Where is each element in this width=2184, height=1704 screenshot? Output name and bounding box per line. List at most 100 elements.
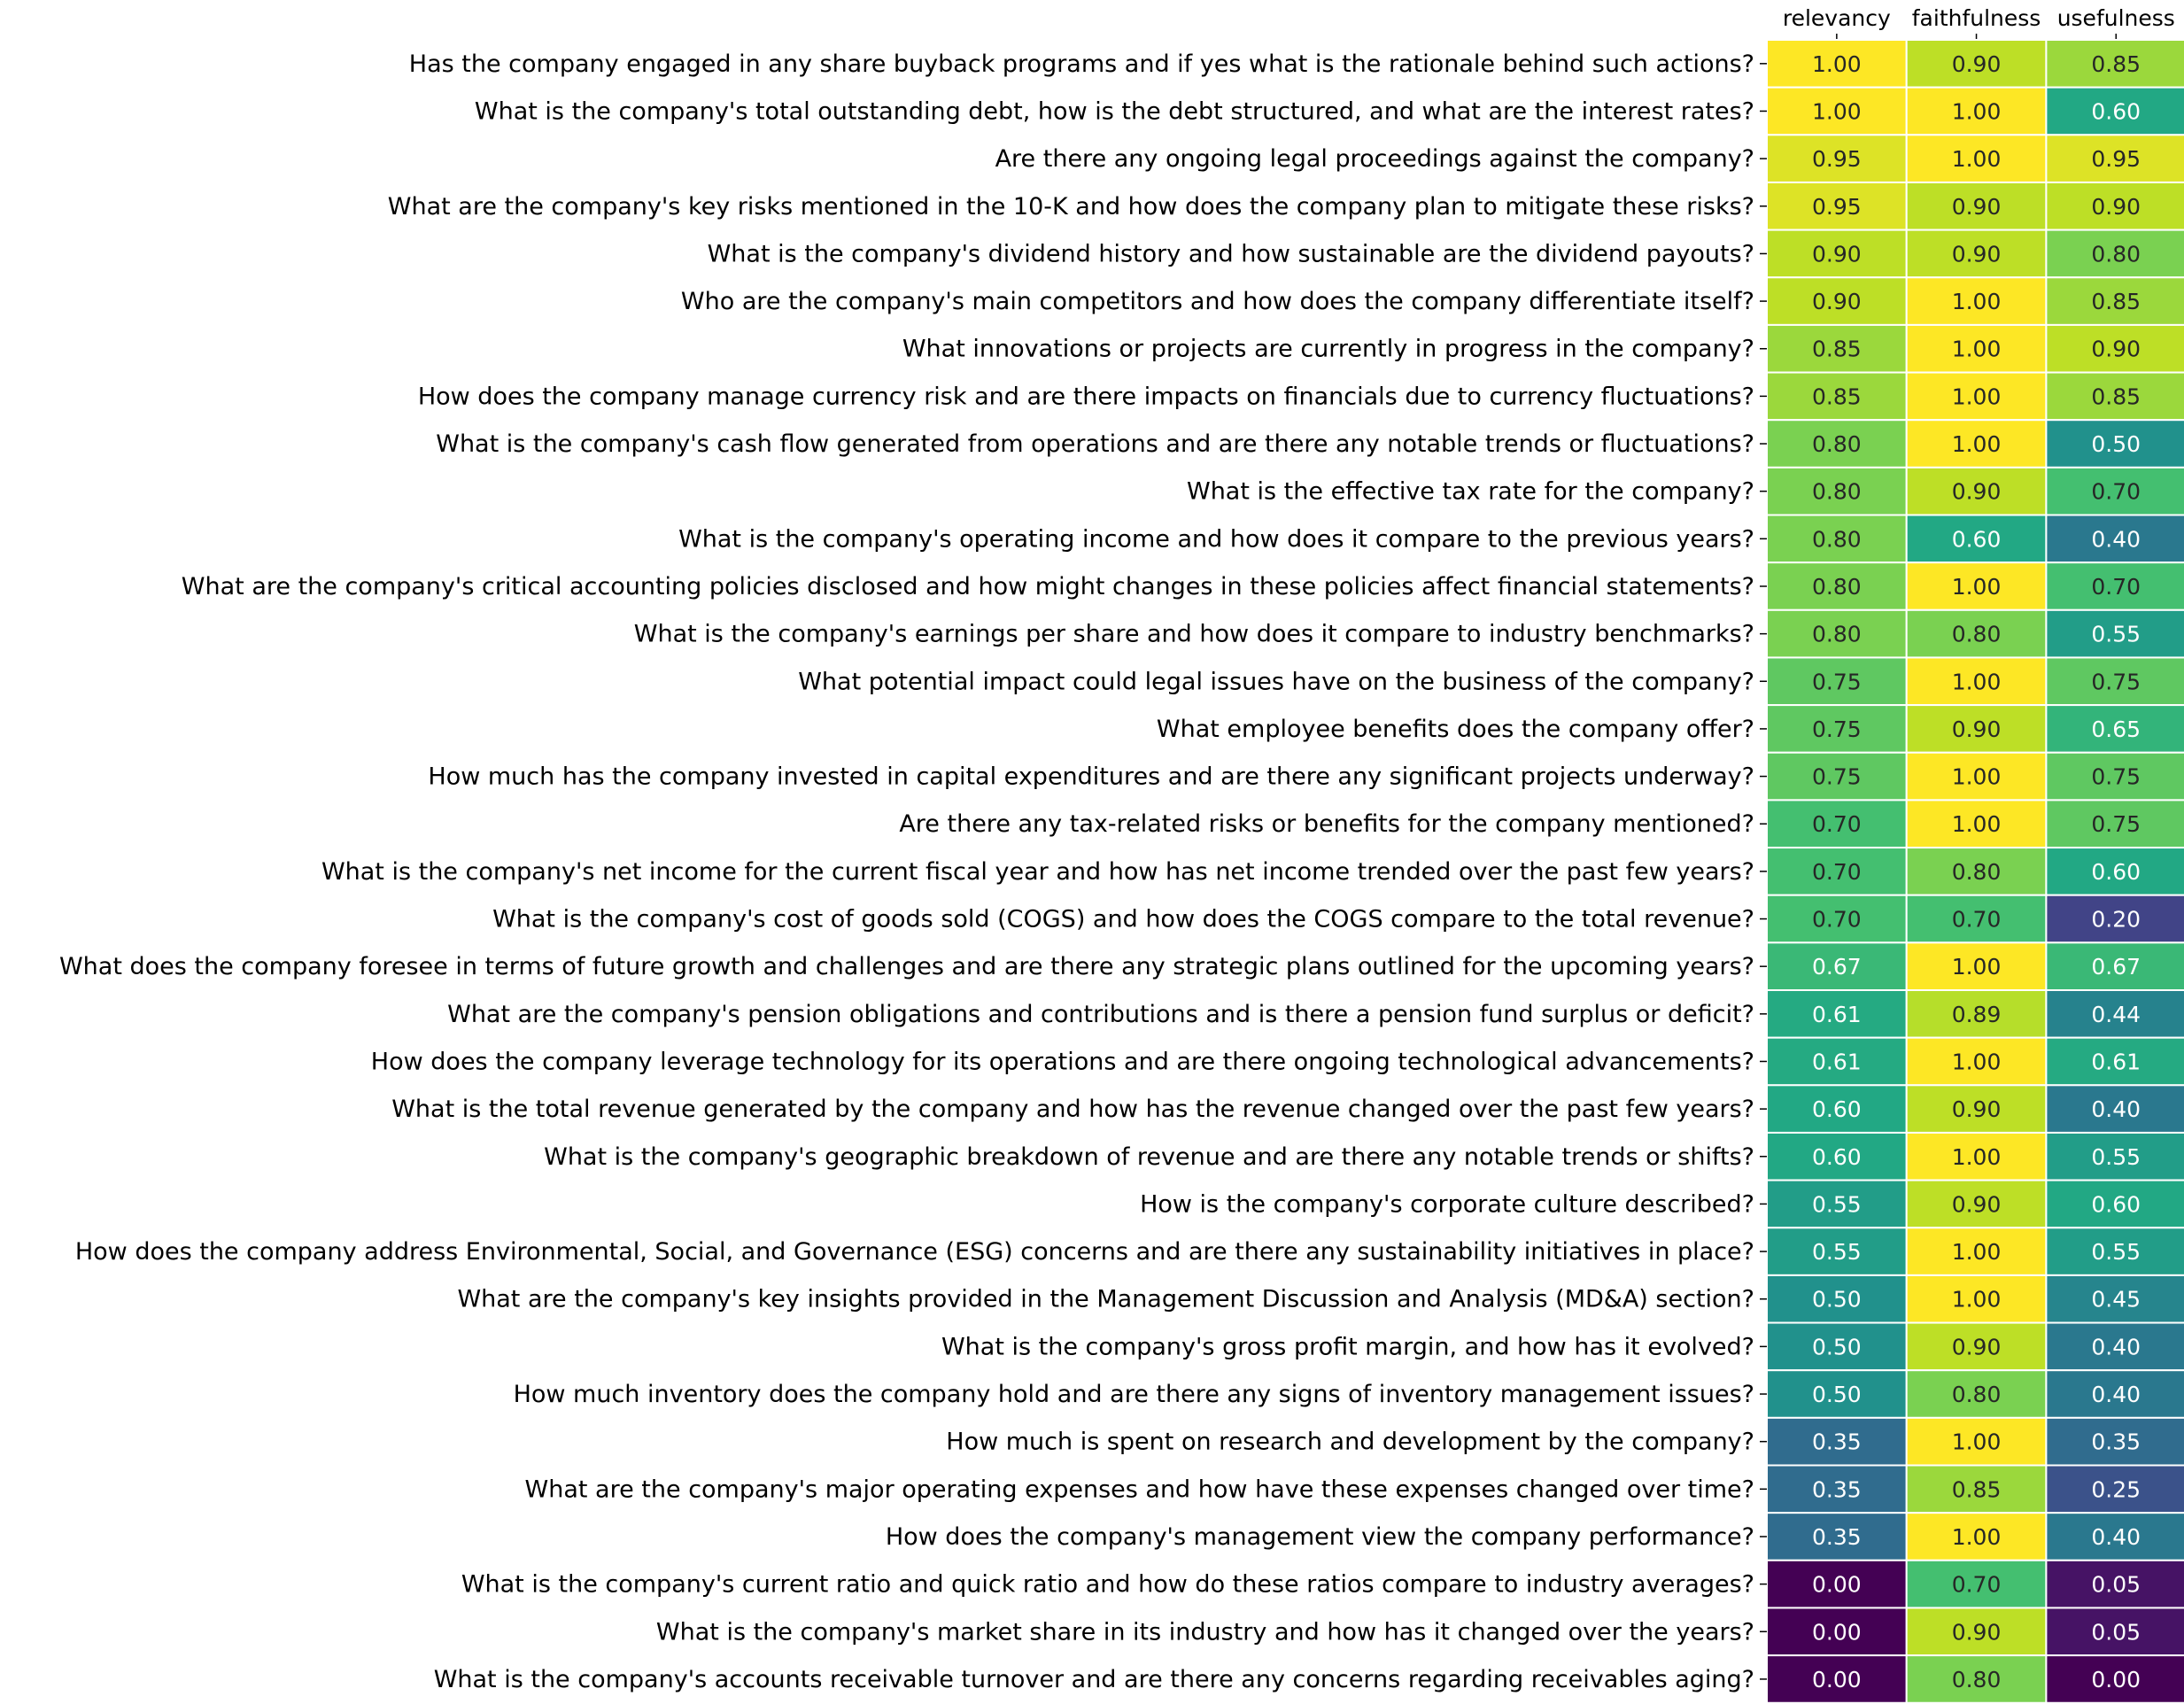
heatmap-cell xyxy=(2045,39,2184,89)
cell-value-label: 0.00 xyxy=(2091,1667,2141,1692)
heatmap-cell xyxy=(1905,1274,2048,1324)
heatmap-cell xyxy=(1766,39,1908,89)
heatmap-cell xyxy=(1905,941,2048,991)
heatmap-cell xyxy=(1766,466,1908,516)
heatmap-cell xyxy=(2045,1369,2184,1419)
heatmap-cell xyxy=(1766,323,1908,374)
cell-value-label: 0.61 xyxy=(1812,1002,1862,1027)
cell-value-label: 0.90 xyxy=(1952,1619,2002,1645)
cell-value-label: 0.90 xyxy=(1952,51,2002,77)
heatmap-cell xyxy=(1905,562,2048,611)
cell-value-label: 0.40 xyxy=(2091,1096,2141,1122)
cell-value-label: 1.00 xyxy=(1812,98,1862,124)
cell-value-label: 0.80 xyxy=(1812,431,1862,457)
cell-value-label: 1.00 xyxy=(1952,383,2002,409)
cell-value-label: 0.50 xyxy=(1812,1382,1862,1407)
cell-value-label: 0.90 xyxy=(1952,479,2002,505)
cell-value-label: 0.35 xyxy=(2091,1429,2141,1455)
cell-value-label: 0.67 xyxy=(2091,954,2141,980)
cell-value-label: 1.00 xyxy=(1952,289,2002,314)
column-label: faithfulness xyxy=(1912,5,2041,31)
row-label: Has the company engaged in any share buy… xyxy=(409,50,1754,78)
cell-value-label: 0.70 xyxy=(1952,907,2002,933)
heatmap-cell xyxy=(2045,608,2184,659)
cell-value-label: 0.85 xyxy=(2091,51,2141,77)
heatmap-cell xyxy=(2045,1416,2184,1467)
cell-value-label: 1.00 xyxy=(1952,574,2002,600)
cell-value-label: 0.90 xyxy=(1952,1334,2002,1359)
heatmap-cell xyxy=(1766,847,1908,896)
column-label: usefulness xyxy=(2057,5,2175,31)
cell-value-label: 0.90 xyxy=(1952,716,2002,742)
heatmap-cell xyxy=(2045,1084,2184,1134)
cell-value-label: 1.00 xyxy=(1952,1287,2002,1313)
row-label: What employee benefits does the company … xyxy=(1157,716,1754,743)
cell-value-label: 0.90 xyxy=(1952,194,2002,220)
cell-value-label: 0.50 xyxy=(1812,1287,1862,1313)
cell-value-label: 0.75 xyxy=(1812,669,1862,694)
cell-value-label: 0.90 xyxy=(1812,289,1862,314)
heatmap-cell xyxy=(1905,181,2048,231)
heatmap-cell xyxy=(2045,894,2184,944)
row-label: What does the company foresee in terms o… xyxy=(59,953,1754,980)
heatmap-cell xyxy=(1766,86,1908,136)
cell-value-label: 1.00 xyxy=(1952,98,2002,124)
row-label: What is the company's gross profit margi… xyxy=(941,1333,1754,1360)
cell-value-label: 0.70 xyxy=(1812,811,1862,837)
column-labels: relevancy faithfulness usefulness xyxy=(1783,5,2175,40)
row-label: What are the company's pension obligatio… xyxy=(447,1001,1754,1028)
heatmap-cell xyxy=(1905,1084,2048,1134)
row-label: What is the company's dividend history a… xyxy=(708,240,1754,267)
cell-value-label: 0.80 xyxy=(1952,622,2002,647)
heatmap-cell xyxy=(2045,1607,2184,1657)
cell-value-label: 0.61 xyxy=(2091,1049,2141,1074)
cell-value-label: 1.00 xyxy=(1812,51,1862,77)
heatmap-cell xyxy=(1905,134,2048,183)
heatmap-cell xyxy=(2045,989,2184,1039)
heatmap-cell xyxy=(1905,1179,2048,1229)
column-label: relevancy xyxy=(1783,5,1891,31)
row-label: How does the company leverage technology… xyxy=(371,1048,1754,1075)
heatmap-cell xyxy=(2045,1464,2184,1514)
cell-value-label: 0.90 xyxy=(1812,241,1862,267)
cell-value-label: 0.75 xyxy=(1812,764,1862,790)
heatmap-cell xyxy=(1766,1559,1908,1609)
row-label: What is the company's earnings per share… xyxy=(634,621,1754,648)
heatmap-cell xyxy=(1905,466,2048,516)
cell-value-label: 0.80 xyxy=(1952,859,2002,885)
row-labels: Has the company engaged in any share buy… xyxy=(59,50,1767,1693)
row-label: What are the company's key risks mention… xyxy=(388,193,1754,221)
cell-value-label: 1.00 xyxy=(1952,1524,2002,1550)
cell-value-label: 0.80 xyxy=(1812,574,1862,600)
cell-value-label: 0.55 xyxy=(2091,1144,2141,1170)
cell-value-label: 0.50 xyxy=(2091,431,2141,457)
heatmap-cell xyxy=(2045,323,2184,374)
cell-value-label: 0.60 xyxy=(2091,98,2141,124)
cell-value-label: 0.95 xyxy=(1812,194,1862,220)
cell-value-label: 0.55 xyxy=(1812,1191,1862,1217)
cell-value-label: 0.85 xyxy=(1952,1476,2002,1502)
cell-value-label: 0.75 xyxy=(1812,716,1862,742)
heatmap-cell xyxy=(1766,276,1908,326)
heatmap-cell xyxy=(1905,847,2048,896)
cell-value-label: 0.80 xyxy=(1952,1382,2002,1407)
row-label: Are there any ongoing legal proceedings … xyxy=(995,145,1754,173)
cell-value-label: 0.89 xyxy=(1952,1002,2002,1027)
heatmap-cell xyxy=(2045,1274,2184,1324)
heatmap-cell xyxy=(2045,276,2184,326)
heatmap-cell xyxy=(2045,562,2184,611)
cell-value-label: 0.60 xyxy=(1812,1144,1862,1170)
row-label: Who are the company's main competitors a… xyxy=(681,288,1754,315)
row-label: What is the effective tax rate for the c… xyxy=(1187,478,1754,506)
heatmap-cell xyxy=(1766,1464,1908,1514)
cell-value-label: 0.95 xyxy=(1812,146,1862,172)
row-label: What is the company's cash flow generate… xyxy=(436,430,1754,458)
cell-value-label: 0.70 xyxy=(2091,574,2141,600)
row-label: What are the company's critical accounti… xyxy=(182,573,1754,600)
cell-value-label: 0.44 xyxy=(2091,1002,2141,1027)
cell-value-label: 0.55 xyxy=(1812,1239,1862,1265)
heatmap-cell xyxy=(1905,751,2048,802)
heatmap-cell xyxy=(1905,1416,2048,1467)
cell-value-label: 0.70 xyxy=(1952,1572,2002,1598)
